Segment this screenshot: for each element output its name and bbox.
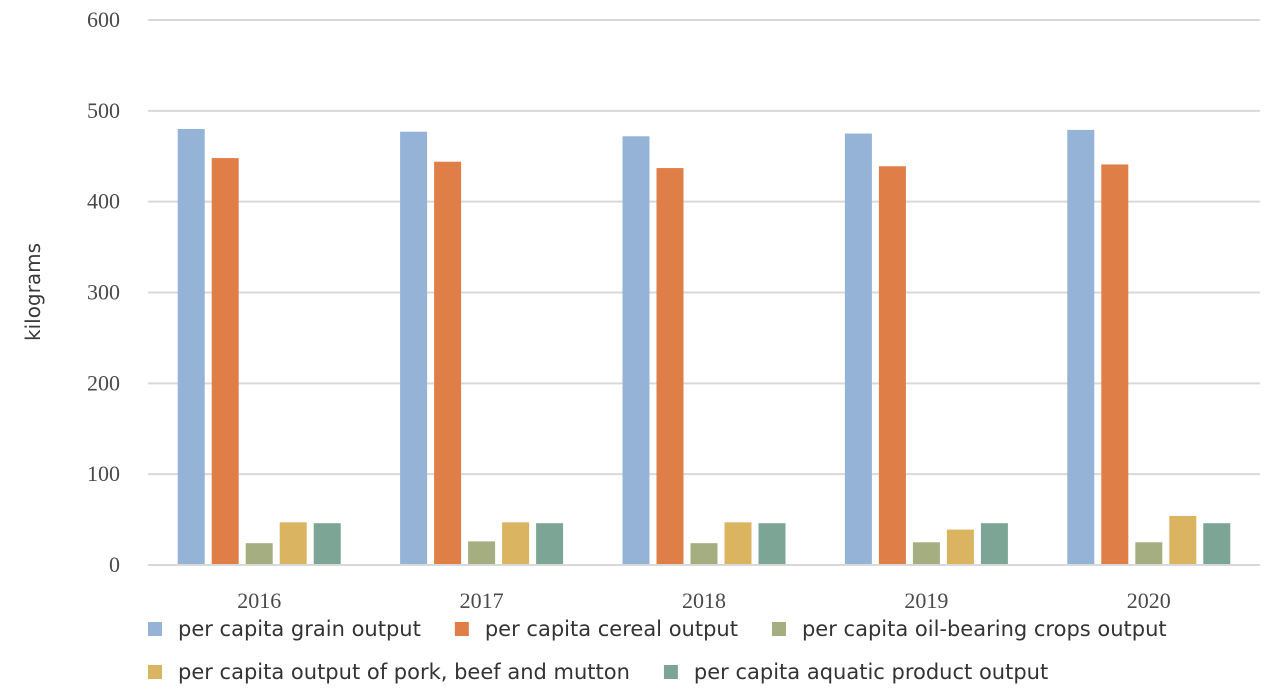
bar: [279, 522, 307, 565]
x-tick-label: 2019: [904, 588, 948, 613]
bars: [148, 129, 1260, 566]
legend-item: per capita output of pork, beef and mutt…: [148, 660, 630, 684]
x-tick-label: 2020: [1127, 588, 1171, 613]
bar: [656, 168, 684, 565]
y-tick-label: 400: [87, 189, 120, 214]
bar: [724, 522, 752, 565]
y-tick-label: 300: [87, 280, 120, 305]
bar: [468, 541, 496, 565]
bar: [878, 166, 906, 565]
bar: [536, 523, 564, 565]
bar: [622, 136, 650, 565]
y-tick-label: 0: [109, 552, 120, 577]
bar: [400, 131, 428, 565]
bar: [980, 523, 1008, 565]
y-axis-title: kilograms: [21, 243, 45, 341]
y-tick-label: 600: [87, 7, 120, 32]
bar: [177, 129, 205, 565]
bar: [946, 529, 974, 565]
bar: [434, 161, 462, 565]
legend-item: per capita cereal output: [454, 617, 738, 641]
bar: [1169, 515, 1197, 565]
bar: [245, 543, 273, 565]
x-tick-label: 2018: [682, 588, 726, 613]
legend-swatch: [454, 622, 469, 636]
legend-item: per capita aquatic product output: [663, 660, 1048, 684]
bar: [912, 542, 940, 565]
bar: [313, 523, 341, 565]
bar: [1203, 523, 1231, 565]
legend-item: per capita grain output: [148, 617, 421, 641]
x-tick-label: 2017: [460, 588, 504, 613]
legend-swatch: [148, 622, 162, 636]
y-tick-label: 200: [87, 370, 120, 395]
bar: [758, 523, 786, 565]
y-tick-label: 500: [87, 98, 120, 123]
bar: [690, 543, 718, 565]
x-tick-label: 2016: [237, 588, 281, 613]
x-axis-ticks: 2016 2017 2018 2019 2020: [237, 588, 1171, 613]
legend-label: per capita oil-bearing crops output: [802, 617, 1167, 641]
bar: [502, 522, 530, 565]
legend-label: per capita output of pork, beef and mutt…: [178, 660, 630, 684]
y-axis-ticks: 0 100 200 300 400 500 600: [87, 7, 120, 577]
legend: per capita grain output per capita cereal…: [148, 617, 1167, 684]
y-tick-label: 100: [87, 461, 120, 486]
legend-label: per capita grain output: [178, 617, 421, 641]
bar: [844, 133, 872, 565]
gridlines: [148, 19, 1260, 566]
legend-swatch: [663, 665, 678, 679]
legend-swatch: [771, 622, 786, 636]
bar: [1067, 129, 1095, 566]
bar: [1135, 542, 1163, 565]
legend-label: per capita cereal output: [485, 617, 738, 641]
legend-label: per capita aquatic product output: [694, 660, 1048, 684]
legend-swatch: [148, 665, 162, 679]
legend-item: per capita oil-bearing crops output: [771, 617, 1167, 641]
bar: [1101, 164, 1129, 566]
bar: [211, 158, 239, 566]
